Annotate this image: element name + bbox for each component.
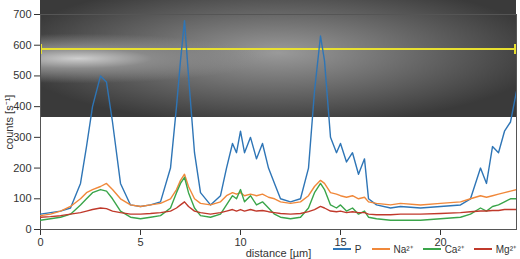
svg-text:200: 200 <box>13 162 31 174</box>
svg-text:distance [µm]: distance [µm] <box>246 247 312 259</box>
html-text:Ca²⁺: Ca²⁺ <box>444 244 464 255</box>
svg-text:15: 15 <box>334 236 346 248</box>
svg-text:700: 700 <box>13 8 31 20</box>
svg-text:300: 300 <box>13 131 31 143</box>
svg-text:0: 0 <box>25 223 31 235</box>
svg-text:10: 10 <box>234 236 247 249</box>
svg-text:5: 5 <box>137 236 143 248</box>
html-text:P: P <box>354 243 362 255</box>
svg-text:600: 600 <box>13 39 31 51</box>
svg-text:20: 20 <box>434 236 447 249</box>
html-text:Mg²⁺: Mg²⁺ <box>495 244 516 255</box>
html-text:Na²⁺: Na²⁺ <box>393 244 413 255</box>
svg-text:counts [s⁻¹]: counts [s⁻¹] <box>3 95 15 150</box>
svg-text:100: 100 <box>13 192 31 204</box>
svg-text:500: 500 <box>13 69 31 81</box>
svg-text:400: 400 <box>13 100 31 112</box>
svg-text:0: 0 <box>37 236 43 248</box>
